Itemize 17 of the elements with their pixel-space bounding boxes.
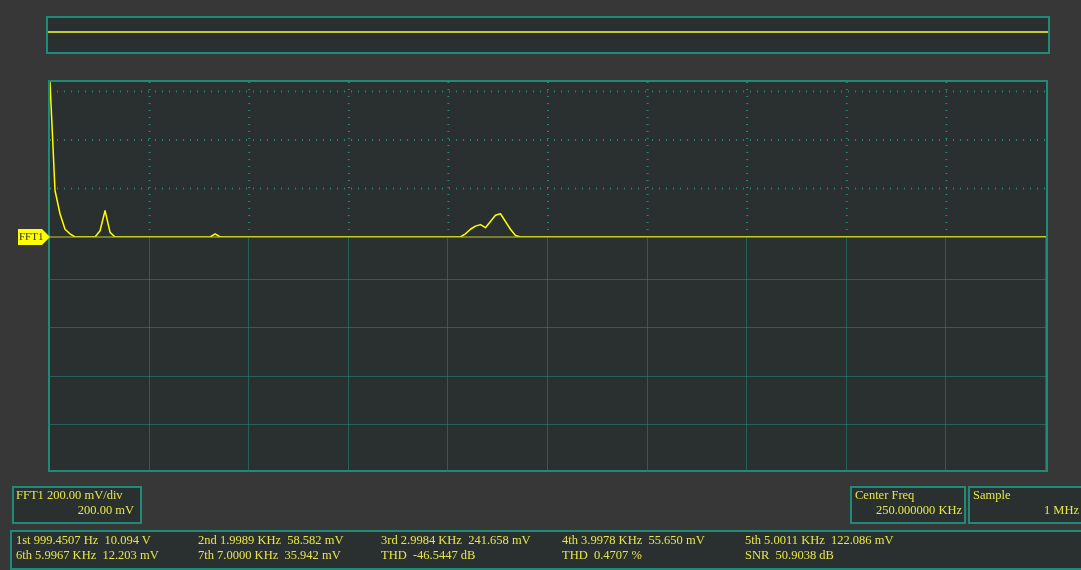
text: 1st 999.4507 Hz 10.094 V (16, 533, 151, 548)
text: 2nd 1.9989 KHz 58.582 mV (198, 533, 344, 548)
text: FFT1 200.00 mV/div (16, 488, 123, 503)
text: THD 0.4707 % (562, 548, 642, 563)
text: 1 MHz (1042, 503, 1079, 518)
text: 7th 7.0000 KHz 35.942 mV (198, 548, 341, 563)
text: 200.00 mV (76, 503, 134, 518)
text: Center Freq (855, 488, 915, 503)
text: SNR 50.9038 dB (745, 548, 834, 563)
text: 5th 5.0011 KHz 122.086 mV (745, 533, 894, 548)
text: 4th 3.9978 KHz 55.650 mV (562, 533, 705, 548)
text: 250.000000 KHz (874, 503, 962, 518)
text: Sample (973, 488, 1011, 503)
text: FFT1 (19, 230, 44, 242)
text: THD -46.5447 dB (381, 548, 476, 563)
text: 3rd 2.9984 KHz 241.658 mV (381, 533, 531, 548)
text: 6th 5.9967 KHz 12.203 mV (16, 548, 159, 563)
